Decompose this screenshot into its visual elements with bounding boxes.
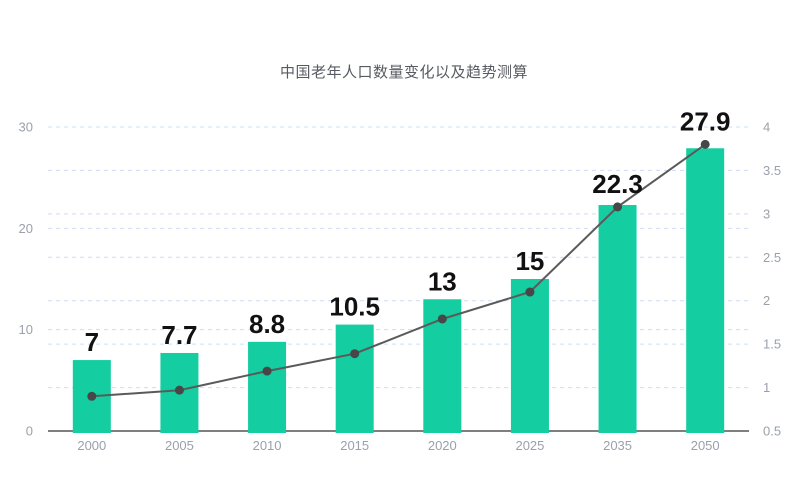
- trend-line: [91, 143, 706, 398]
- chart-title: 中国老年人口数量变化以及趋势测算: [279, 64, 528, 81]
- line-point: [613, 202, 623, 212]
- x-axis-category-label: 2025: [515, 438, 544, 453]
- right-axis-tick-label: 1: [763, 380, 770, 395]
- x-axis-category-label: 2050: [691, 438, 720, 453]
- right-axis-tick-label: 2.5: [763, 250, 781, 265]
- left-axis-tick-label: 0: [26, 424, 33, 439]
- left-axis-tick-label: 10: [19, 322, 33, 337]
- x-axis-category-label: 2010: [253, 438, 282, 453]
- bar-value-label: 7.7: [161, 320, 197, 350]
- bar-value-label: 15: [515, 246, 544, 276]
- right-axis-tick-label: 1.5: [763, 337, 781, 352]
- bar: [335, 324, 374, 433]
- line-point: [437, 314, 447, 324]
- bar: [248, 341, 287, 433]
- line-point: [174, 385, 184, 395]
- bar-value-label: 13: [428, 266, 457, 296]
- right-axis-tick-label: 4: [763, 120, 770, 135]
- x-axis-category-label: 2035: [603, 438, 632, 453]
- x-axis-category-label: 2020: [428, 438, 457, 453]
- left-axis-tick-label: 20: [19, 221, 33, 236]
- bar-value-label: 10.5: [329, 292, 380, 322]
- line-point: [87, 391, 97, 401]
- right-axis-tick-label: 2: [763, 293, 770, 308]
- bar-value-label: 7: [85, 327, 99, 357]
- x-axis-category-label: 2015: [340, 438, 369, 453]
- bar-value-label: 22.3: [592, 169, 643, 199]
- right-axis-tick-label: 3: [763, 206, 770, 221]
- right-axis-tick-label: 0.5: [763, 424, 781, 439]
- bar: [598, 205, 637, 433]
- bar: [510, 279, 549, 433]
- bar-value-label: 27.9: [680, 106, 731, 136]
- bar: [686, 148, 725, 433]
- bar-value-label: 8.8: [249, 309, 285, 339]
- x-axis-category-label: 2005: [165, 438, 194, 453]
- right-axis-tick-label: 3.5: [763, 163, 781, 178]
- x-axis-category-label: 2000: [77, 438, 106, 453]
- left-axis-tick-label: 30: [19, 120, 33, 135]
- line-point: [525, 287, 535, 297]
- line-point: [350, 349, 360, 359]
- line-point: [700, 139, 710, 149]
- line-point: [262, 366, 272, 376]
